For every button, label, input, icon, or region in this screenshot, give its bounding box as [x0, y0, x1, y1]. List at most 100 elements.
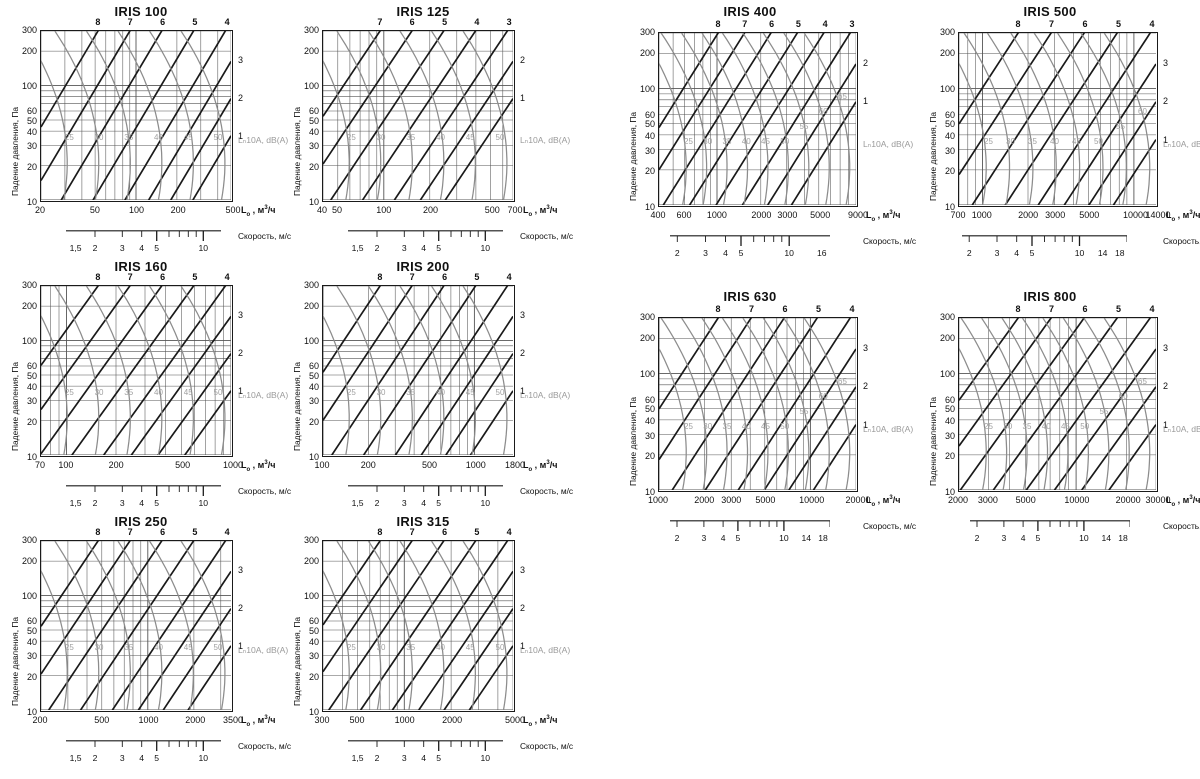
x-tick-label: 3000 — [777, 210, 798, 220]
y-tick-label: 60 — [944, 394, 955, 405]
noise-curve-label: 35 — [1022, 422, 1032, 431]
speed-tick-label: 10 — [779, 533, 789, 543]
right-position-label: 2 — [1163, 96, 1169, 106]
speed-tick-label: 1,5 — [351, 753, 364, 763]
x-tick-label: 10000 — [1122, 210, 1149, 220]
noise-curve-label: 40 — [1041, 422, 1051, 431]
speed-axis-label: Скорость, м/с — [238, 486, 292, 496]
top-position-label: 4 — [1149, 304, 1155, 314]
chart-title: IRIS 315 — [396, 514, 450, 529]
chart-title: IRIS 200 — [396, 259, 450, 274]
noise-curve-label: 40 — [436, 133, 445, 143]
speed-axis-label: Скорость, м/с — [863, 521, 917, 531]
noise-legend: Lₙ10A, dB(A) — [238, 645, 289, 656]
y-tick-label: 100 — [303, 335, 319, 346]
chart-iris-500: IRIS 500 Падение давления, Па 10 20 30 40 50 60… — [900, 2, 1200, 258]
noise-legend: Lₙ10A, dB(A) — [863, 139, 914, 149]
top-position-label: 5 — [815, 304, 821, 314]
top-position-label: 5 — [192, 17, 198, 27]
top-position-label: 8 — [377, 272, 383, 282]
speed-tick-label: 4 — [421, 498, 427, 508]
noise-curve-label: 40 — [154, 388, 163, 398]
x-tick-label: 1000 — [971, 210, 992, 220]
speed-tick-label: 4 — [720, 533, 726, 543]
y-tick-label: 40 — [26, 126, 37, 137]
x-tick-label: 1000 — [222, 460, 244, 470]
right-position-label: 1 — [238, 385, 244, 396]
top-position-label: 7 — [409, 527, 415, 537]
x-tick-label: 400 — [650, 210, 666, 220]
y-tick-label: 60 — [26, 106, 37, 117]
x-tick-label: 20 — [34, 205, 45, 215]
top-position-label: 8 — [715, 304, 721, 314]
noise-curve-label: 40 — [154, 133, 163, 143]
y-tick-label: 300 — [21, 280, 37, 290]
noise-legend: Lₙ10A, dB(A) — [1163, 139, 1200, 149]
top-position-label: 5 — [192, 272, 198, 282]
noise-curve-label: 25 — [346, 388, 356, 398]
top-position-label: 7 — [377, 17, 383, 27]
speed-axis-label: Скорость, м/с — [863, 236, 917, 246]
speed-scale: 1,5 2 3 4 5 10 — [348, 740, 503, 766]
speed-tick-label: 16 — [817, 248, 827, 258]
y-tick-label: 30 — [26, 396, 37, 407]
right-position-label: 2 — [520, 602, 526, 613]
x-tick-label: 600 — [676, 210, 692, 220]
noise-curve-label: 50 — [780, 137, 790, 146]
noise-curve-label: 50 — [780, 422, 790, 431]
speed-scale: 1,5 2 3 4 5 10 — [348, 230, 503, 256]
noise-legend: Lₙ10A, dB(A) — [520, 135, 571, 146]
chart-iris-200: IRIS 200 Падение давления, Па 10 20 30 40 50 60… — [282, 257, 573, 512]
top-position-label: 5 — [192, 527, 198, 537]
x-tick-label: 30000 — [1145, 495, 1171, 505]
top-position-label: 4 — [849, 304, 855, 314]
speed-tick-label: 3 — [701, 533, 707, 543]
noise-curve-label: 35 — [124, 388, 134, 398]
right-position-label: 2 — [520, 347, 526, 358]
speed-tick-label: 3 — [703, 248, 708, 258]
y-tick-label: 10 — [26, 197, 37, 207]
y-tick-label: 40 — [308, 126, 319, 137]
y-tick-label: 10 — [26, 452, 37, 462]
speed-tick-label: 14 — [801, 533, 812, 543]
top-position-label: 8 — [1015, 304, 1021, 314]
y-tick-label: 300 — [939, 27, 955, 37]
x-tick-label: 1000 — [647, 495, 669, 505]
top-position-label: 6 — [160, 17, 166, 27]
speed-tick-label: 3 — [119, 498, 125, 508]
y-tick-label: 30 — [644, 430, 655, 441]
x-tick-label: 700 — [507, 205, 523, 215]
right-position-label: 1 — [238, 130, 244, 141]
y-tick-label: 50 — [308, 115, 319, 126]
right-position-label: 2 — [863, 381, 869, 391]
right-position-label: 3 — [238, 565, 244, 575]
top-position-label: 6 — [160, 527, 166, 537]
y-tick-label: 100 — [939, 368, 955, 379]
x-tick-label: 70 — [34, 460, 45, 470]
noise-curve-label: 50 — [495, 643, 505, 653]
y-tick-label: 40 — [308, 636, 319, 647]
x-tick-label: 3000 — [977, 495, 998, 505]
y-tick-label: 300 — [639, 27, 655, 37]
y-tick-label: 30 — [26, 651, 37, 662]
y-tick-label: 300 — [21, 535, 37, 545]
noise-curve-label: 55 — [1116, 122, 1125, 131]
noise-curve-label: 55 — [1099, 407, 1109, 416]
y-tick-label: 200 — [21, 555, 37, 566]
noise-curve-label: 45 — [183, 643, 193, 653]
noise-curve-label: 60 — [818, 392, 828, 401]
x-tick-label: 100 — [128, 205, 145, 215]
speed-tick-label: 1,5 — [351, 498, 364, 508]
x-tick-label: 1000 — [394, 715, 415, 725]
noise-curve-label: 30 — [703, 137, 713, 146]
x-tick-label: 500 — [421, 460, 438, 470]
noise-curve-label: 65 — [838, 92, 847, 101]
chart-title: IRIS 500 — [1023, 4, 1077, 19]
speed-tick-label: 2 — [92, 753, 98, 763]
y-tick-label: 60 — [308, 361, 319, 372]
top-position-label: 7 — [127, 17, 133, 27]
top-position-label: 5 — [474, 272, 480, 282]
top-position-label: 4 — [1149, 19, 1155, 29]
x-tick-label: 700 — [950, 210, 966, 220]
right-position-label: 3 — [1163, 57, 1169, 68]
